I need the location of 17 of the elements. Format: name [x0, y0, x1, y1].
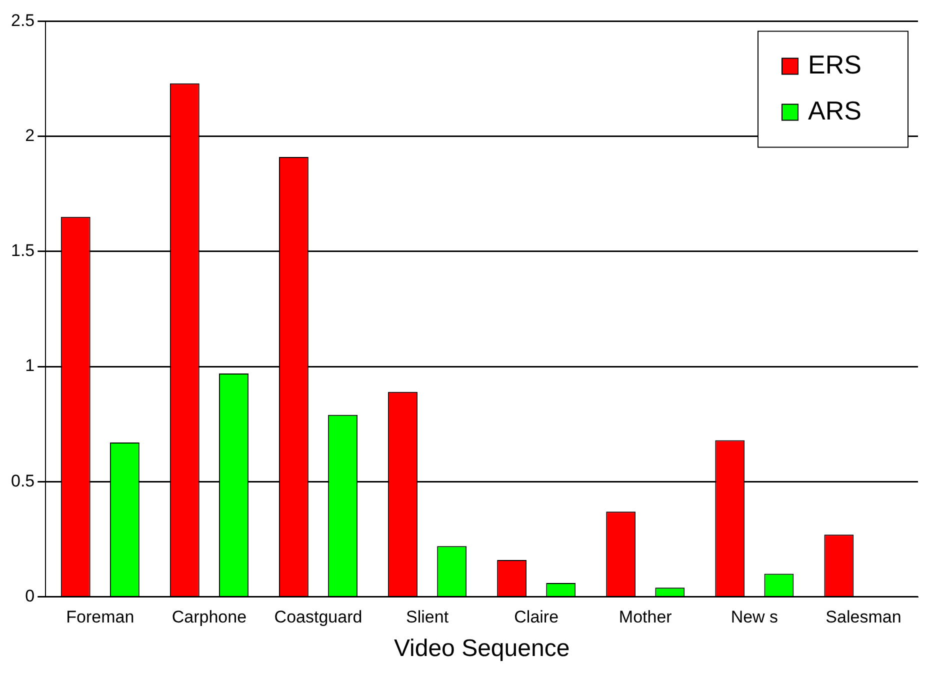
x-tick-label: Coastguard — [274, 608, 362, 627]
x-tick-label: Foreman — [66, 608, 134, 627]
x-tick-label: Claire — [514, 608, 559, 627]
y-tick-label: 2.5 — [10, 10, 35, 30]
x-tick-label: Salesman — [826, 608, 902, 627]
x-tick-label: Carphone — [172, 608, 247, 627]
y-tick-label: 2 — [25, 126, 35, 146]
x-tick-label: Slient — [406, 608, 449, 627]
legend-label: ARS — [808, 95, 862, 126]
y-tick-label: 0.5 — [10, 471, 35, 490]
y-tick-label: 0 — [25, 586, 35, 606]
x-axis-title: Video Sequence — [394, 635, 570, 662]
legend-label: ERS — [808, 49, 862, 80]
y-tick-label: 1 — [25, 356, 35, 376]
x-tick-label: Mother — [618, 608, 672, 627]
y-tick-label: 1.5 — [10, 241, 35, 260]
x-tick-label: New s — [730, 608, 778, 627]
